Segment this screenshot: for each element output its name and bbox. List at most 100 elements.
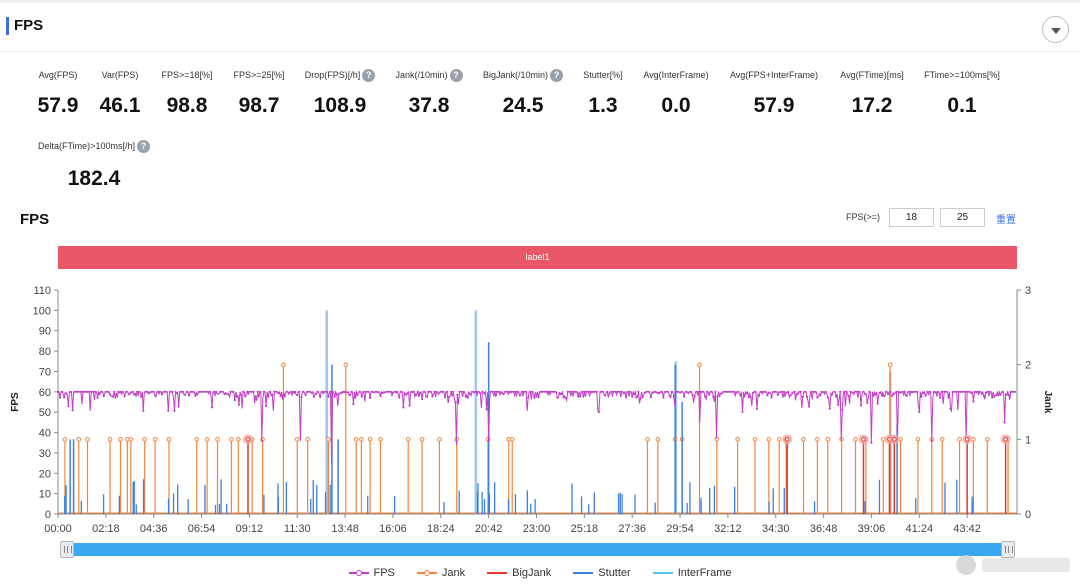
fps-point — [479, 392, 482, 395]
metric-5: Jank(/10min)? 37.8 — [369, 68, 489, 118]
fps-point — [173, 409, 176, 412]
collapse-button[interactable] — [1042, 16, 1069, 43]
fps-point — [816, 396, 819, 399]
fps-point — [914, 390, 917, 393]
fps-point — [980, 392, 983, 395]
fps-point — [198, 390, 201, 393]
fps-point — [547, 390, 551, 393]
help-icon[interactable]: ? — [449, 68, 463, 82]
fps-point — [641, 396, 644, 399]
fps-point — [772, 390, 775, 393]
fps-point — [762, 390, 765, 393]
fps-point — [930, 439, 933, 442]
fps-point — [945, 390, 948, 393]
fps-point — [797, 391, 800, 394]
fps-point — [281, 397, 284, 400]
metric-value: 24.5 — [502, 94, 544, 117]
fps-point — [612, 390, 615, 393]
label-bar[interactable]: label1 — [58, 246, 1017, 269]
slider-handle-right[interactable] — [1001, 541, 1015, 558]
fps-point — [514, 390, 517, 393]
metric-12: Delta(FTime)>100ms[/h]? 182.4 — [34, 139, 154, 191]
fps-point — [545, 390, 549, 393]
fps-point — [506, 390, 509, 393]
fps-threshold-input-2[interactable] — [940, 208, 985, 227]
fps-point — [518, 394, 522, 397]
caret-down-icon — [1051, 28, 1061, 34]
fps-point — [922, 392, 925, 395]
fps-point — [504, 390, 507, 393]
fps-point — [138, 390, 141, 393]
fps-point — [837, 403, 840, 406]
metric-value: 0.0 — [661, 94, 691, 117]
fps-point — [909, 390, 913, 393]
fps-point — [716, 395, 719, 398]
help-icon[interactable]: ? — [362, 68, 376, 82]
legend-item-stutter[interactable]: Stutter — [573, 564, 631, 582]
fps-point — [73, 390, 76, 393]
x-tick-label: 23:00 — [523, 523, 551, 535]
fps-point — [604, 394, 607, 397]
fps-point — [148, 391, 151, 394]
x-tick-label: 39:06 — [858, 523, 886, 535]
fps-point — [308, 390, 311, 393]
fps-point — [204, 390, 207, 393]
legend-item-jank[interactable]: Jank — [416, 564, 465, 582]
fps-point — [972, 400, 975, 403]
metric-value: 0.1 — [947, 94, 977, 117]
fps-point — [749, 396, 752, 399]
fps-point — [81, 390, 85, 393]
legend-label: FPS — [373, 567, 395, 579]
metric-value: 108.9 — [313, 94, 367, 117]
fps-point — [94, 390, 97, 393]
fps-point — [460, 390, 463, 393]
jank-point — [853, 437, 858, 442]
fps-point — [271, 393, 274, 396]
slider-handle-left[interactable] — [60, 541, 74, 558]
fps-point — [200, 390, 203, 393]
fps-point — [988, 390, 992, 393]
fps-point — [859, 404, 863, 407]
fps-point — [456, 393, 459, 396]
reset-link[interactable]: 重置 — [996, 215, 1016, 226]
metric-11: FTime>=100ms[%] 0.1 — [902, 68, 1022, 118]
fps-point — [489, 390, 492, 393]
fps-point — [876, 402, 879, 405]
fps-threshold-input-1[interactable] — [889, 208, 934, 227]
y2-tick-label: 2 — [1025, 360, 1031, 372]
jank-point — [367, 437, 373, 442]
time-range-slider[interactable] — [60, 543, 1015, 556]
fps-point — [389, 390, 392, 393]
help-icon[interactable]: ? — [550, 68, 564, 82]
fps-point — [689, 390, 692, 393]
fps-point — [210, 406, 214, 409]
fps-point — [437, 392, 440, 395]
fps-point — [953, 390, 956, 393]
metric-label: Drop(FPS)[/h] — [304, 70, 361, 80]
fps-chart[interactable]: 0 10 20 30 40 50 60 70 80 90 100 110 0 1 2 3 00:00 02:18 0… — [0, 280, 1080, 535]
fps-point — [720, 392, 723, 395]
fps-point — [375, 390, 378, 393]
fps-point — [828, 407, 831, 410]
fps-point — [240, 393, 243, 396]
y2-tick-label: 3 — [1025, 285, 1031, 297]
fps-point — [778, 391, 782, 394]
legend-item-interframe[interactable]: InterFrame — [652, 564, 732, 582]
fps-point — [67, 404, 70, 408]
fps-point — [974, 390, 977, 393]
fps-point — [177, 405, 180, 408]
jank-point — [204, 437, 210, 442]
fps-point — [481, 390, 484, 393]
legend-item-bigjank[interactable]: BigJank — [487, 564, 551, 582]
fps-point — [660, 390, 663, 393]
fps-point — [527, 396, 530, 399]
fps-point — [418, 391, 422, 395]
fps-point — [920, 395, 923, 398]
fps-point — [697, 390, 700, 393]
help-icon[interactable]: ? — [136, 139, 150, 153]
fps-point — [254, 395, 257, 398]
fps-point — [100, 390, 103, 393]
fps-point — [169, 390, 172, 393]
legend-item-fps[interactable]: FPS — [348, 564, 395, 582]
fps-point — [1003, 421, 1006, 424]
